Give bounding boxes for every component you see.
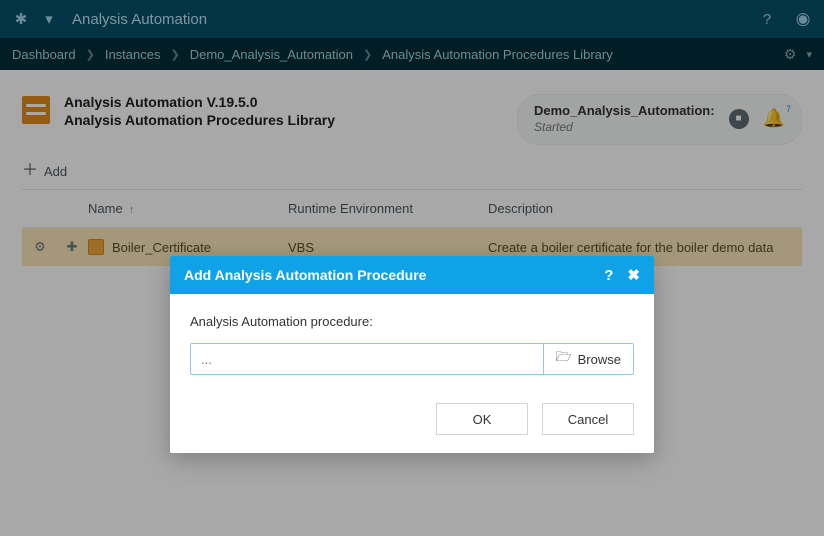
close-icon[interactable]: ✖ [627,266,640,284]
modal-field-label: Analysis Automation procedure: [190,314,634,329]
browse-button[interactable]: 🗁 Browse [543,343,634,375]
ok-button[interactable]: OK [436,403,528,435]
procedure-path-input[interactable] [190,343,543,375]
folder-icon: 🗁 [556,348,572,370]
modal-title: Add Analysis Automation Procedure [184,267,426,283]
cancel-button[interactable]: Cancel [542,403,634,435]
modal-header: Add Analysis Automation Procedure ? ✖ [170,256,654,294]
modal-help-icon[interactable]: ? [604,267,613,284]
browse-button-label: Browse [578,352,621,367]
add-procedure-modal: Add Analysis Automation Procedure ? ✖ An… [170,256,654,453]
